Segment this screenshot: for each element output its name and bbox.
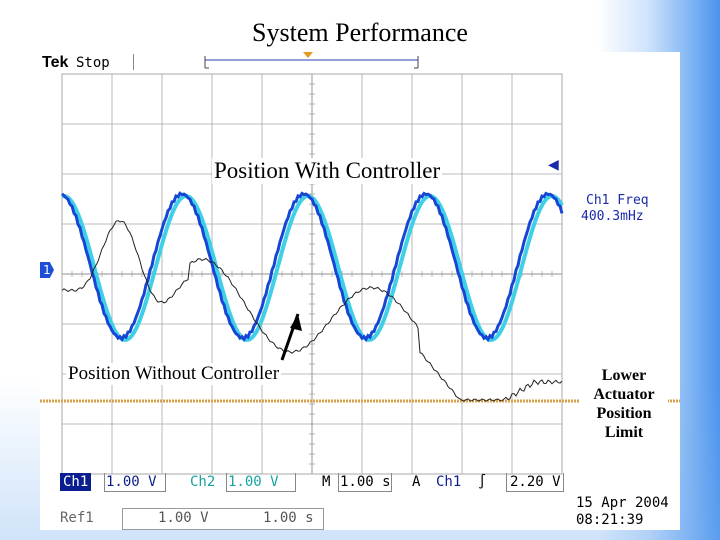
timebase-label: M	[322, 474, 331, 490]
trigger-level: 2.20 V	[510, 474, 561, 490]
ch1-ground-marker[interactable]: 1	[40, 262, 54, 278]
ch1-label[interactable]: Ch1	[60, 473, 92, 491]
timebase-scale: 1.00 s	[340, 474, 391, 490]
oscilloscope-screen: Tek Stop 1 ◀ Position With Controller Po…	[40, 52, 680, 530]
capture-time: 08:21:39	[576, 512, 644, 528]
ch1-scale-box	[104, 473, 166, 492]
trigger-label: A	[412, 474, 421, 490]
waveform-display	[40, 73, 680, 475]
reference-volts: 1.00 V	[158, 510, 209, 526]
ch2-scale-box	[226, 473, 296, 492]
trigger-level-box	[506, 473, 564, 492]
ch1-trace	[61, 191, 564, 343]
measurement-title: Ch1 Freq	[586, 193, 649, 208]
slide-title: System Performance	[252, 18, 468, 47]
trigger-channel: Ch1	[436, 474, 462, 490]
trigger-slope-icon: ∫	[478, 474, 487, 490]
measurement-value: 400.3mHz	[581, 209, 644, 224]
capture-date: 15 Apr 2004	[576, 495, 669, 511]
reference-time: 1.00 s	[263, 510, 314, 526]
annotation-with-controller: Position With Controller	[212, 158, 443, 184]
header-divider	[133, 54, 134, 70]
reference-box	[122, 508, 324, 530]
trigger-level-arrow-icon: ◀	[548, 157, 559, 173]
reference-label: Ref1	[60, 510, 94, 526]
annotation-arrow-head	[290, 314, 302, 331]
annotation-limit-line: Actuator	[593, 386, 655, 403]
timebase-box	[338, 473, 392, 492]
run-state-indicator: Stop	[76, 55, 110, 71]
annotation-limit-line: Limit	[604, 424, 644, 441]
annotation-limit: Lower Actuator Position Limit	[580, 366, 668, 442]
record-position-bar	[204, 56, 419, 69]
graticule-grid	[61, 73, 563, 475]
annotation-limit-line: Lower	[601, 367, 647, 384]
ch2-scale: 1.00 V	[228, 474, 279, 490]
trigger-position-icon	[303, 52, 313, 58]
annotation-without-controller: Position Without Controller	[66, 363, 282, 385]
annotation-limit-line: Position	[596, 405, 652, 422]
ch2-label[interactable]: Ch2	[190, 474, 216, 490]
uncontrolled-trace	[61, 220, 563, 402]
ch1-scale: 1.00 V	[106, 474, 157, 490]
brand-logo: Tek	[42, 54, 69, 71]
